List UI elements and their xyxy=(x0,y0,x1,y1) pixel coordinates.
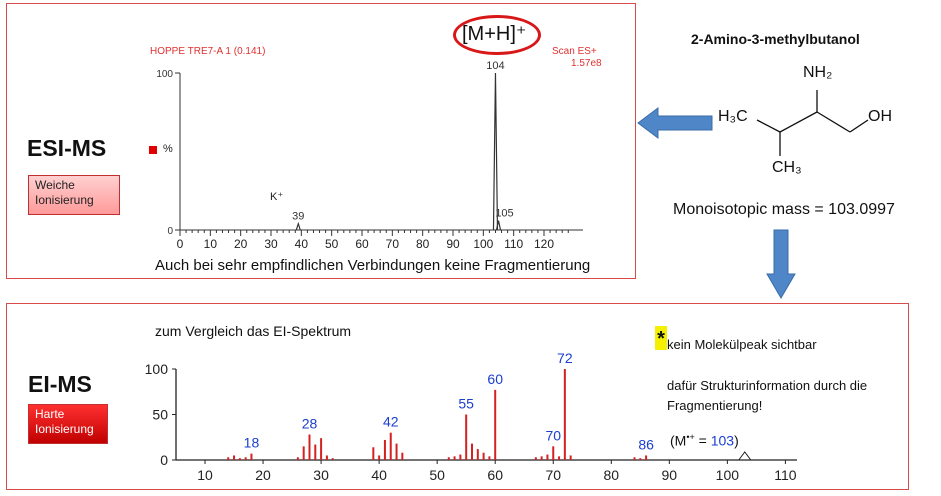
ei-y-tick-label: 100 xyxy=(145,361,169,377)
esi-x-tick-label: 90 xyxy=(446,237,460,251)
ei-y-tick-label: 0 xyxy=(160,452,168,468)
esi-x-tick-label: 110 xyxy=(504,237,523,251)
k-ion-label: K⁺ xyxy=(270,191,284,203)
ei-panel xyxy=(6,303,909,490)
esi-ionization-badge: Weiche Ionisierung xyxy=(28,175,120,215)
ei-subtitle: zum Vergleich das EI-Spektrum xyxy=(155,323,352,339)
esi-y-tick-label: 100 xyxy=(156,69,173,80)
esi-x-tick-label: 40 xyxy=(295,237,309,251)
ei-peak-label: 42 xyxy=(383,414,399,430)
note-star: * xyxy=(655,326,667,350)
ei-x-tick-label: 90 xyxy=(662,467,678,483)
esi-panel xyxy=(6,3,636,279)
esi-x-tick-label: 100 xyxy=(473,237,493,251)
esi-peak-label: 105 xyxy=(495,208,513,220)
esi-peak-label: 104 xyxy=(486,60,504,72)
ei-x-tick-label: 50 xyxy=(429,467,445,483)
esi-x-tick-label: 30 xyxy=(264,237,278,251)
esi-method-label: ESI-MS xyxy=(27,135,107,161)
ei-x-tick-label: 100 xyxy=(716,467,740,483)
ei-peak-label: 60 xyxy=(487,371,503,387)
ei-x-tick-label: 110 xyxy=(774,467,797,483)
esi-peak xyxy=(492,72,499,231)
esi-peak-label: 39 xyxy=(292,211,304,223)
esi-x-tick-label: 0 xyxy=(177,237,184,251)
ei-method-label: EI-MS xyxy=(28,371,92,397)
esi-peak xyxy=(295,221,301,231)
esi-intensity-label: 1.57e8 xyxy=(571,58,602,69)
ei-peak-label: 55 xyxy=(458,396,474,412)
note-no-molecular-peak: kein Molekülpeak sichtbar xyxy=(667,337,817,352)
ei-y-tick-label: 50 xyxy=(152,407,168,423)
ei-peak-label: 18 xyxy=(244,435,260,451)
ei-x-tick-label: 80 xyxy=(603,467,619,483)
esi-x-tick-label: 60 xyxy=(355,237,369,251)
ei-x-tick-label: 10 xyxy=(197,467,213,483)
ei-x-tick-label: 30 xyxy=(313,467,329,483)
note-molecular-ion: (M•+ = 103) xyxy=(670,432,739,449)
ei-axes: 10 20 30 40 50 60 70 80 90 100 110 0 50 100 xyxy=(145,361,797,483)
esi-percent-label: % xyxy=(163,143,173,155)
ei-x-tick-label: 40 xyxy=(371,467,387,483)
ei-ionization-badge: Harte Ionisierung xyxy=(28,404,108,444)
ei-peak-label: 70 xyxy=(545,427,561,443)
molecule-oh: OH xyxy=(868,108,892,125)
note-structure-info: dafür Strukturinformation durch die Frag… xyxy=(667,378,868,413)
down-arrow-icon xyxy=(766,229,796,299)
ei-x-tick-label: 70 xyxy=(545,467,561,483)
esi-x-tick-label: 120 xyxy=(534,237,554,251)
esi-x-tick-label: 20 xyxy=(234,237,248,251)
ei-peak-label: 86 xyxy=(638,436,654,452)
esi-peak xyxy=(495,220,502,231)
esi-sample-title: HOPPE TRE7-A 1 (0.141) xyxy=(150,46,266,57)
esi-scan-label: Scan ES+ xyxy=(552,46,597,57)
esi-y-tick-label: 0 xyxy=(167,226,173,237)
esi-x-tick-label: 50 xyxy=(325,237,339,251)
molecular-ion-marker xyxy=(737,451,752,461)
esi-peaks: 39 104 105 xyxy=(292,60,514,231)
left-arrow-icon xyxy=(637,107,713,139)
esi-axes: 0 10 20 30 40 50 60 70 80 90 100 110 120 0 100 xyxy=(156,69,583,251)
molecule-ch3: CH₃ xyxy=(772,159,802,176)
esi-x-tick-label: 70 xyxy=(386,237,400,251)
ei-peaks: 18 28 42 55 60 70 72 86 xyxy=(227,350,654,460)
molecule-structure xyxy=(756,90,869,156)
monoisotopic-mass: Monoisotopic mass = 103.0997 xyxy=(673,201,895,218)
molecule-h3c: H₃C xyxy=(718,108,748,125)
molecule-name: 2-Amino-3-methylbutanol xyxy=(691,31,860,47)
ei-x-tick-label: 20 xyxy=(255,467,271,483)
esi-x-tick-label: 80 xyxy=(416,237,430,251)
molecule-nh2: NH₂ xyxy=(803,64,833,81)
ei-x-tick-label: 60 xyxy=(487,467,503,483)
mh-ion-label: [M+H]⁺ xyxy=(462,23,527,45)
red-square-icon xyxy=(149,146,157,154)
ei-peak-label: 72 xyxy=(557,350,573,366)
ei-peak-label: 28 xyxy=(302,416,318,432)
highlight-ellipse xyxy=(453,15,541,55)
esi-x-tick-label: 10 xyxy=(204,237,218,251)
esi-caption: Auch bei sehr empfindlichen Verbindungen… xyxy=(155,257,591,274)
